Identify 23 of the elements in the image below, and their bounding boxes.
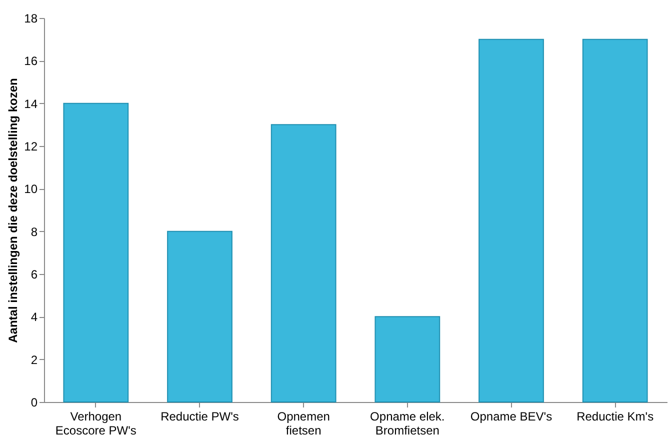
x-tick-label: Opnemen fietsen (277, 410, 330, 438)
y-tick-label: 0 (30, 396, 38, 410)
y-axis-title: Aantal instellingen die deze doelstelling kozen (6, 78, 20, 343)
x-tick-label: Verhogen Ecoscore PW's (55, 410, 136, 438)
y-tick-label: 12 (24, 140, 38, 154)
x-tick-label: Opname elek. Bromfietsen (370, 410, 445, 438)
x-tick-label: Reductie Km's (576, 410, 654, 424)
bar (270, 124, 336, 402)
y-tick-label: 14 (24, 96, 38, 111)
y-tick-label: 10 (24, 182, 38, 196)
y-tick-label: 2 (30, 352, 38, 367)
y-tick-label: 8 (30, 224, 38, 239)
x-tick-label: Reductie PW's (160, 410, 239, 424)
bar (478, 38, 544, 402)
bar (63, 102, 129, 402)
y-tick-label: 6 (30, 268, 38, 282)
bar (582, 38, 648, 402)
y-tick-label: 16 (24, 54, 38, 68)
y-tick-label: 18 (24, 12, 38, 26)
bar (167, 230, 232, 402)
y-tick-label: 4 (30, 310, 38, 324)
x-tick-label: Opname BEV's (470, 410, 552, 424)
bar (374, 316, 440, 402)
